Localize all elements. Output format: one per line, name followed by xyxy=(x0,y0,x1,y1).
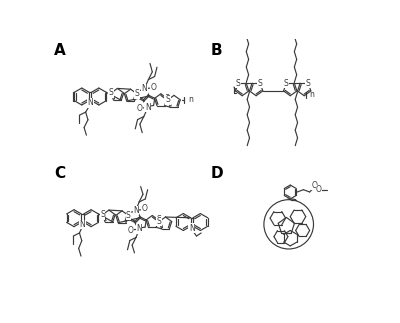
Text: N: N xyxy=(88,99,93,107)
Text: S: S xyxy=(126,211,131,220)
Text: B: B xyxy=(210,43,222,58)
Text: N: N xyxy=(189,224,195,233)
Text: O: O xyxy=(142,204,148,214)
Text: S: S xyxy=(258,79,263,88)
Text: C: C xyxy=(54,166,65,181)
Text: S: S xyxy=(236,79,240,88)
Text: N: N xyxy=(133,206,139,215)
Text: O: O xyxy=(128,226,134,235)
Text: S: S xyxy=(165,95,170,104)
Text: D: D xyxy=(210,166,223,181)
Text: S: S xyxy=(157,217,162,226)
Text: O: O xyxy=(316,185,322,194)
Text: S: S xyxy=(100,210,105,219)
Text: O: O xyxy=(136,104,142,113)
Text: S: S xyxy=(109,89,114,98)
Text: n: n xyxy=(309,90,314,99)
Text: S: S xyxy=(306,79,311,88)
Text: S: S xyxy=(165,94,170,103)
Text: O: O xyxy=(311,181,317,190)
Text: N: N xyxy=(142,84,148,93)
Text: A: A xyxy=(54,43,66,58)
Text: S: S xyxy=(134,89,139,98)
Text: N: N xyxy=(136,224,142,234)
Text: S: S xyxy=(156,215,161,224)
Text: n: n xyxy=(188,95,193,104)
Text: N: N xyxy=(145,103,150,112)
Text: O: O xyxy=(150,83,156,92)
Text: N: N xyxy=(80,220,86,229)
Text: S: S xyxy=(284,79,288,88)
